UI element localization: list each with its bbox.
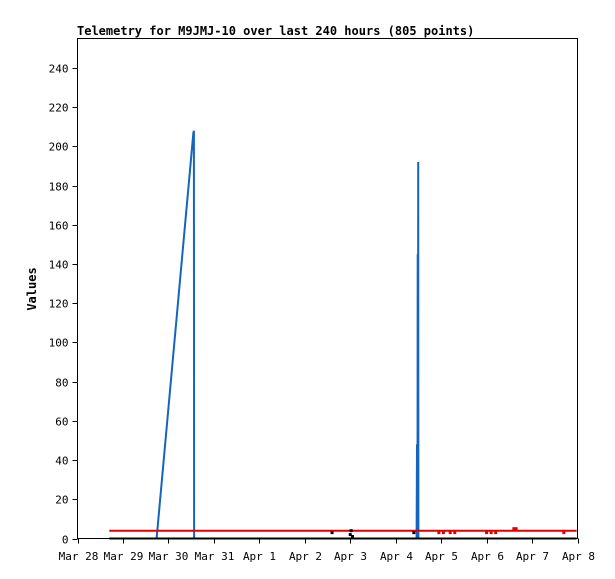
series-point bbox=[514, 527, 518, 531]
y-tick-label: 100 bbox=[49, 337, 69, 350]
y-tick-label: 40 bbox=[55, 455, 68, 468]
y-tick-label: 0 bbox=[62, 534, 69, 547]
series-point bbox=[441, 531, 445, 535]
y-tick-label: 120 bbox=[49, 298, 69, 311]
series-point bbox=[494, 531, 498, 535]
x-tick-label: Apr 7 bbox=[516, 550, 549, 563]
series-point bbox=[562, 531, 566, 535]
y-tick-label: 220 bbox=[49, 102, 69, 115]
x-tick-label: Apr 1 bbox=[243, 550, 276, 563]
x-tick-label: Mar 30 bbox=[149, 550, 189, 563]
series-point bbox=[349, 529, 353, 533]
series-point bbox=[489, 531, 493, 535]
x-tick-label: Apr 8 bbox=[562, 550, 595, 563]
x-axis: Mar 28 Mar 29 Mar 30 Mar 31 Apr 1 Apr 2 Apr 3 A… bbox=[59, 538, 595, 563]
x-tick-label: Mar 28 bbox=[59, 550, 99, 563]
x-tick-label: Apr 5 bbox=[425, 550, 458, 563]
x-tick-label: Apr 6 bbox=[471, 550, 504, 563]
series-layer bbox=[109, 130, 577, 540]
y-tick-label: 180 bbox=[49, 181, 69, 194]
x-tick-label: Apr 4 bbox=[380, 550, 413, 563]
x-tick-label: Apr 2 bbox=[289, 550, 322, 563]
series-point bbox=[351, 535, 354, 539]
y-axis: 0 20 40 60 80 100 120 140 160 180 200 220 240 bbox=[49, 63, 78, 547]
series-point bbox=[348, 533, 352, 537]
y-tick-label: 140 bbox=[49, 259, 69, 272]
y-tick-label: 240 bbox=[49, 63, 69, 76]
series-point bbox=[330, 531, 334, 535]
y-tick-label: 200 bbox=[49, 141, 69, 154]
x-tick-label: Apr 3 bbox=[334, 550, 367, 563]
series-point bbox=[512, 527, 516, 531]
y-tick-label: 20 bbox=[55, 494, 68, 507]
y-tick-label: 60 bbox=[55, 416, 68, 429]
x-tick-label: Mar 29 bbox=[104, 550, 144, 563]
series-point bbox=[412, 531, 416, 535]
series-point bbox=[485, 531, 489, 535]
y-axis-label: Values bbox=[25, 267, 39, 310]
x-tick-label: Mar 31 bbox=[195, 550, 235, 563]
series-line bbox=[155, 130, 420, 540]
chart-title: Telemetry for M9JMJ-10 over last 240 hou… bbox=[77, 24, 474, 38]
series-point bbox=[448, 531, 452, 535]
series-point bbox=[453, 531, 457, 535]
y-tick-label: 80 bbox=[55, 377, 68, 390]
series-point bbox=[437, 531, 441, 535]
y-tick-label: 160 bbox=[49, 220, 69, 233]
